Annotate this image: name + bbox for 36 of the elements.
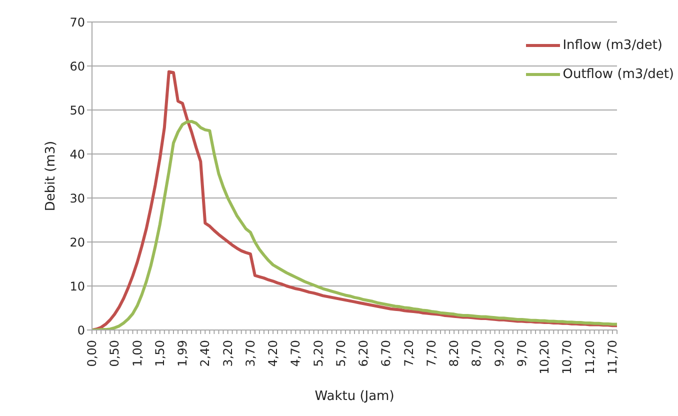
y-tick-label: 30 (70, 191, 85, 206)
x-tick-label: 7,70 (424, 340, 438, 367)
x-tick-label: 11,20 (582, 340, 597, 374)
x-tick-label: 6,20 (356, 340, 371, 367)
legend-label: Outflow (m3/det) (562, 67, 674, 82)
x-tick-label: 1,00 (130, 340, 144, 367)
y-tick-label: 70 (70, 15, 85, 30)
y-tick-label: 40 (70, 147, 85, 162)
x-tick-label: 0,00 (85, 340, 99, 367)
x-tick-label: 4,20 (266, 340, 280, 367)
x-tick-label: 4,70 (288, 340, 303, 367)
x-tick-label: 1,99 (176, 340, 190, 367)
x-tick-label: 3,20 (220, 340, 235, 367)
y-tick-label: 50 (70, 103, 85, 118)
x-tick-label: 1,50 (152, 340, 167, 367)
y-tick-label: 0 (77, 323, 85, 338)
x-tick-label: 10,70 (560, 340, 574, 374)
x-tick-label: 7,20 (402, 340, 416, 367)
x-tick-label: 5,70 (334, 340, 348, 367)
y-tick-label: 20 (70, 235, 85, 250)
x-tick-label: 8,20 (447, 340, 462, 367)
x-tick-label: 10,20 (538, 340, 552, 374)
legend-label: Inflow (m3/det) (562, 38, 663, 53)
x-tick-label: 0,50 (108, 340, 122, 367)
x-tick-label: 3,70 (243, 340, 258, 367)
x-tick-label: 2,40 (198, 340, 212, 367)
x-axis-title: Waktu (Jam) (314, 389, 394, 404)
x-tick-label: 5,20 (311, 340, 326, 367)
y-tick-label: 60 (70, 59, 85, 74)
y-axis-title: Debit (m3) (44, 140, 59, 212)
x-tick-label: 8,70 (470, 340, 484, 367)
x-tick-label: 9,70 (514, 340, 529, 367)
x-tick-label: 9,20 (492, 340, 506, 367)
y-tick-label: 10 (70, 279, 85, 294)
x-tick-label: 6,70 (379, 340, 394, 367)
x-tick-label: 11,70 (605, 340, 620, 374)
